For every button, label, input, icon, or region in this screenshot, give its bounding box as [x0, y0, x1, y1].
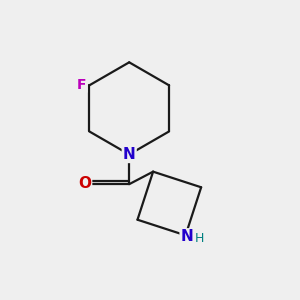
Text: F: F — [77, 78, 87, 92]
Text: N: N — [181, 229, 194, 244]
Text: N: N — [123, 147, 136, 162]
Text: H: H — [195, 232, 205, 245]
Text: O: O — [78, 176, 91, 191]
